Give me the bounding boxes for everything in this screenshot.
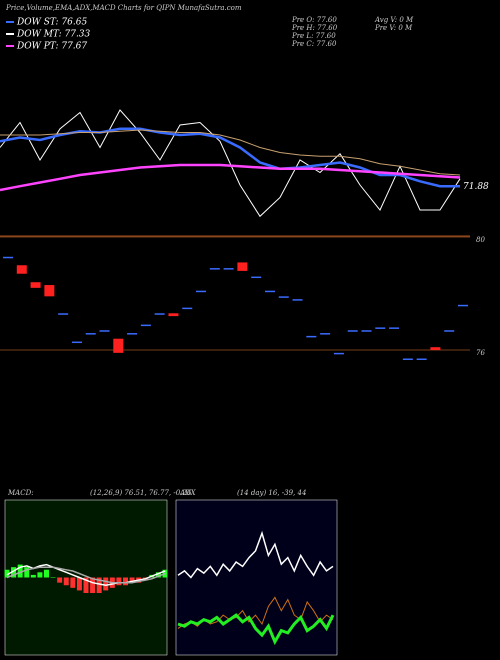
candle: [444, 330, 455, 332]
panel-title: MACD:: [7, 489, 34, 497]
histogram-bar: [30, 574, 36, 578]
legend-label: DOW PT: 77.67: [16, 42, 87, 52]
candle: [30, 282, 41, 288]
candle: [430, 347, 441, 351]
histogram-bar: [24, 567, 30, 578]
candle: [99, 330, 110, 332]
pre-value: Pre H: 77.60: [291, 24, 338, 32]
legend-label: DOW MT: 77.33: [16, 30, 91, 40]
histogram-bar: [103, 577, 109, 591]
candle: [44, 285, 55, 297]
candle: [237, 262, 248, 271]
adx-line: [177, 613, 335, 646]
legend-label: DOW ST: 76.65: [16, 18, 87, 28]
candle: [196, 290, 207, 293]
histogram-bar: [11, 567, 17, 578]
histogram-bar: [4, 569, 10, 578]
page-title: Price,Volume,EMA,ADX,MACD Charts for QIP…: [5, 4, 242, 12]
candle: [223, 268, 234, 270]
histogram-bar: [57, 577, 63, 583]
volume-value: Avg V: 0 M: [374, 16, 414, 24]
histogram-bar: [123, 577, 128, 586]
panel-subtitle: (14 day) 16, -39, 44: [237, 489, 306, 497]
candle: [375, 327, 386, 329]
candle: [71, 341, 82, 344]
panel-subtitle: (12,26,9) 76.51, 76.77, -0.26: [90, 489, 192, 497]
candle: [168, 313, 179, 317]
candle: [278, 296, 289, 298]
candle: [306, 335, 317, 338]
histogram-bar: [90, 577, 96, 593]
y-tick-label: 76: [476, 349, 485, 357]
volume-value: Pre V: 0 M: [374, 24, 413, 32]
histogram-bar: [70, 577, 76, 588]
candle: [127, 333, 138, 335]
histogram-bar: [116, 577, 122, 586]
candle: [402, 358, 413, 360]
pre-value: Pre O: 77.60: [291, 16, 337, 24]
adx-panel: [175, 499, 338, 656]
candle: [458, 304, 468, 307]
candle: [251, 276, 262, 279]
histogram-bar: [37, 572, 43, 578]
histogram-bar: [76, 577, 82, 591]
y-tick-label: 80: [476, 236, 485, 244]
candle: [154, 313, 165, 315]
histogram-bar: [17, 564, 23, 578]
panel-title: ADX: [179, 489, 197, 497]
histogram-bar: [83, 577, 89, 593]
series-line: [0, 129, 461, 176]
histogram-bar: [129, 577, 135, 583]
series-line: [0, 127, 460, 188]
macd-line: [6, 566, 166, 584]
candle: [320, 333, 331, 335]
candle: [16, 265, 27, 274]
candle: [347, 330, 358, 332]
histogram-bar: [63, 577, 69, 586]
histogram-bar: [96, 577, 102, 593]
candle: [113, 338, 124, 353]
candle: [361, 330, 372, 332]
histogram-bar: [44, 569, 49, 578]
series-line: [0, 163, 461, 192]
last-price: 71.88: [463, 182, 489, 192]
candle: [292, 299, 303, 301]
series-line: [0, 109, 461, 218]
pre-value: Pre L: 77.60: [291, 32, 336, 40]
candle: [85, 333, 96, 335]
candle: [58, 313, 69, 315]
candle: [416, 358, 427, 360]
candle: [3, 256, 13, 259]
candle: [209, 268, 220, 270]
candle: [389, 327, 400, 329]
histogram-bar: [50, 577, 56, 578]
histogram-bar: [155, 572, 161, 578]
adx-line: [177, 530, 334, 579]
candle: [182, 307, 193, 310]
candle: [264, 290, 275, 293]
candle: [333, 352, 344, 355]
pre-value: Pre C: 77.60: [291, 40, 337, 48]
candle: [140, 324, 151, 327]
